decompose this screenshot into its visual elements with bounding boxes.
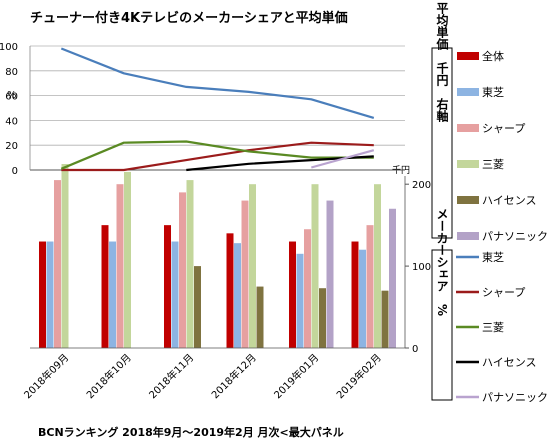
legend-label: 平均単価 千円 右軸 [435, 2, 449, 123]
y-tick-label: 100 [0, 42, 18, 53]
x-tick-label: 2019年01月 [271, 351, 321, 401]
bar [366, 225, 374, 348]
legend-item: シャープ [482, 286, 525, 299]
share-unit-label: % [7, 90, 17, 101]
x-tick-label: 2018年12月 [209, 351, 259, 401]
legend-item: 三菱 [482, 158, 504, 171]
share-lines [60, 47, 375, 172]
y-tick-label: 40 [5, 116, 18, 127]
bar [319, 288, 326, 348]
y-tick-label: 60 [5, 92, 18, 103]
legend-swatch [457, 232, 479, 240]
bar [194, 266, 201, 348]
bar [39, 241, 46, 348]
bar [359, 249, 366, 348]
bar [389, 208, 396, 348]
x-tick-label: 2018年09月 [21, 351, 71, 401]
bar [351, 241, 359, 348]
legend-item: ハイセンス [482, 194, 537, 207]
legend-swatch [457, 160, 479, 168]
bar [54, 180, 61, 348]
price-tick-label: 0 [412, 344, 418, 355]
bar [116, 184, 124, 348]
chart-footnote: BCNランキング 2018年9月～2019年2月 月次<最大パネル [38, 425, 344, 439]
bar [61, 164, 69, 348]
bar [289, 241, 296, 348]
series-line [60, 140, 374, 170]
series-line [61, 141, 374, 172]
legend-item: 三菱 [482, 321, 504, 334]
bar [304, 229, 311, 348]
legend-label: メーカーシェア % [435, 208, 449, 316]
bar [256, 286, 264, 348]
y-tick-label: 0 [12, 166, 18, 177]
share-y-axis-labels: 0 20 40 60 80 100 [0, 42, 18, 177]
chart-title: チューナー付き4Kテレビのメーカーシェアと平均単価 [30, 10, 348, 26]
legend-item: パナソニック [482, 230, 548, 243]
bar [109, 241, 116, 348]
bar [186, 180, 194, 348]
bar [311, 184, 319, 348]
x-tick-label: 2018年11月 [146, 351, 196, 401]
price-y-axis: 0 100 200 [30, 176, 431, 355]
series-line [311, 149, 375, 169]
bar [374, 184, 381, 348]
legend-item: 東芝 [482, 86, 504, 99]
bar [296, 253, 304, 348]
legend-item: 全体 [482, 49, 504, 63]
legend-swatch [457, 124, 479, 132]
x-tick-label: 2019年02月 [334, 351, 384, 401]
bar [124, 171, 131, 348]
x-axis-labels: 2018年09月 2018年10月 2018年11月 2018年12月 2019年01月… [21, 351, 384, 401]
y-tick-label: 80 [5, 67, 18, 78]
legend-swatch [457, 196, 479, 204]
bar [179, 192, 186, 348]
legend-swatch [457, 88, 479, 96]
legend-label-box [431, 47, 453, 239]
bar [249, 184, 256, 348]
legend-item: 東芝 [482, 251, 504, 264]
bar [326, 200, 334, 348]
legend-item: パナソニック [482, 391, 548, 404]
x-tick-label: 2018年10月 [84, 351, 134, 401]
series-line [60, 47, 375, 119]
legend-swatch [457, 52, 479, 60]
bar [234, 243, 241, 348]
legend-item: ハイセンス [482, 356, 537, 369]
bar [164, 225, 171, 348]
bar [381, 290, 389, 348]
share-gridlines [29, 45, 405, 171]
price-tick-label: 100 [412, 262, 431, 273]
price-tick-label: 200 [412, 180, 431, 191]
bar [171, 241, 179, 348]
bar [101, 225, 109, 348]
price-bars [39, 164, 396, 348]
bar [46, 241, 54, 348]
bar [241, 200, 249, 348]
legend-item: シャープ [482, 122, 525, 135]
y-tick-label: 20 [5, 141, 18, 152]
bar [226, 233, 234, 348]
legend-label-box [431, 249, 453, 401]
